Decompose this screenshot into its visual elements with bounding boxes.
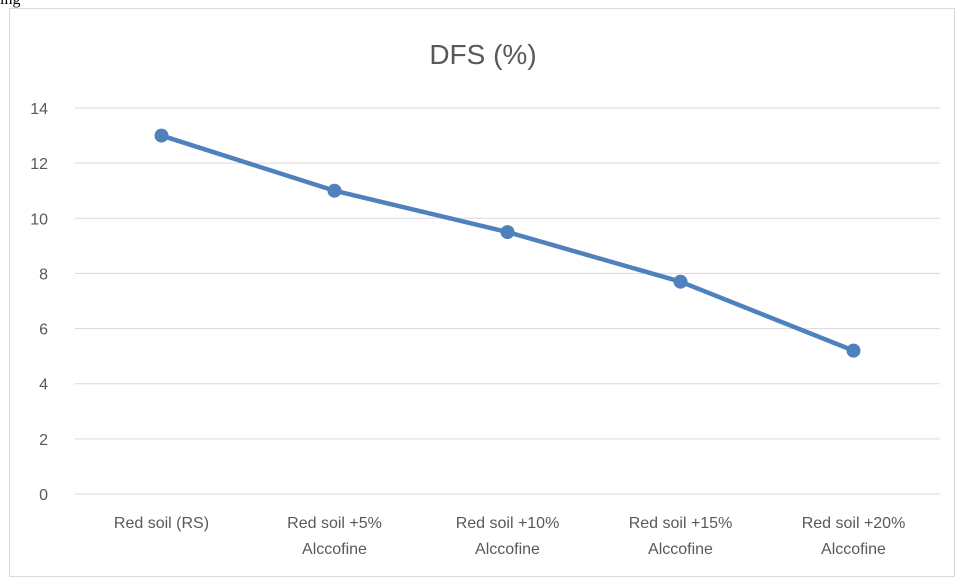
x-tick-label: Alccofine [475,541,540,558]
data-point-3 [673,274,688,289]
data-point-4 [846,343,861,358]
chart-title: DFS (%) [429,39,536,70]
chart-area [9,8,955,577]
y-axis-tick-labels: 0 2 4 6 8 10 12 14 [30,101,48,504]
top-text-fragment: ing [0,0,20,9]
y-tick-label: 12 [30,156,48,173]
series-line [159,133,856,353]
x-tick-label: Red soil (RS) [114,515,209,532]
x-tick-label: Alccofine [821,541,886,558]
x-tick-label: Red soil +20% [802,515,906,532]
data-point-1 [327,183,342,198]
y-tick-label: 14 [30,101,48,118]
series-layer [154,128,861,358]
y-tick-label: 10 [30,211,48,228]
y-tick-label: 4 [39,377,48,394]
x-tick-label: Alccofine [648,541,713,558]
y-tick-label: 6 [39,322,48,339]
data-point-0 [154,128,169,143]
gridlines [75,107,940,495]
x-tick-label: Red soil +5% [287,515,382,532]
x-tick-label: Red soil +15% [629,515,733,532]
data-point-2 [500,225,515,240]
y-tick-label: 2 [39,432,48,449]
x-axis-tick-labels: Red soil (RS) Red soil +5% Alccofine Red so… [114,515,905,558]
y-tick-label: 0 [39,487,48,504]
y-tick-label: 8 [39,266,48,283]
x-tick-label: Alccofine [302,541,367,558]
x-tick-label: Red soil +10% [456,515,560,532]
